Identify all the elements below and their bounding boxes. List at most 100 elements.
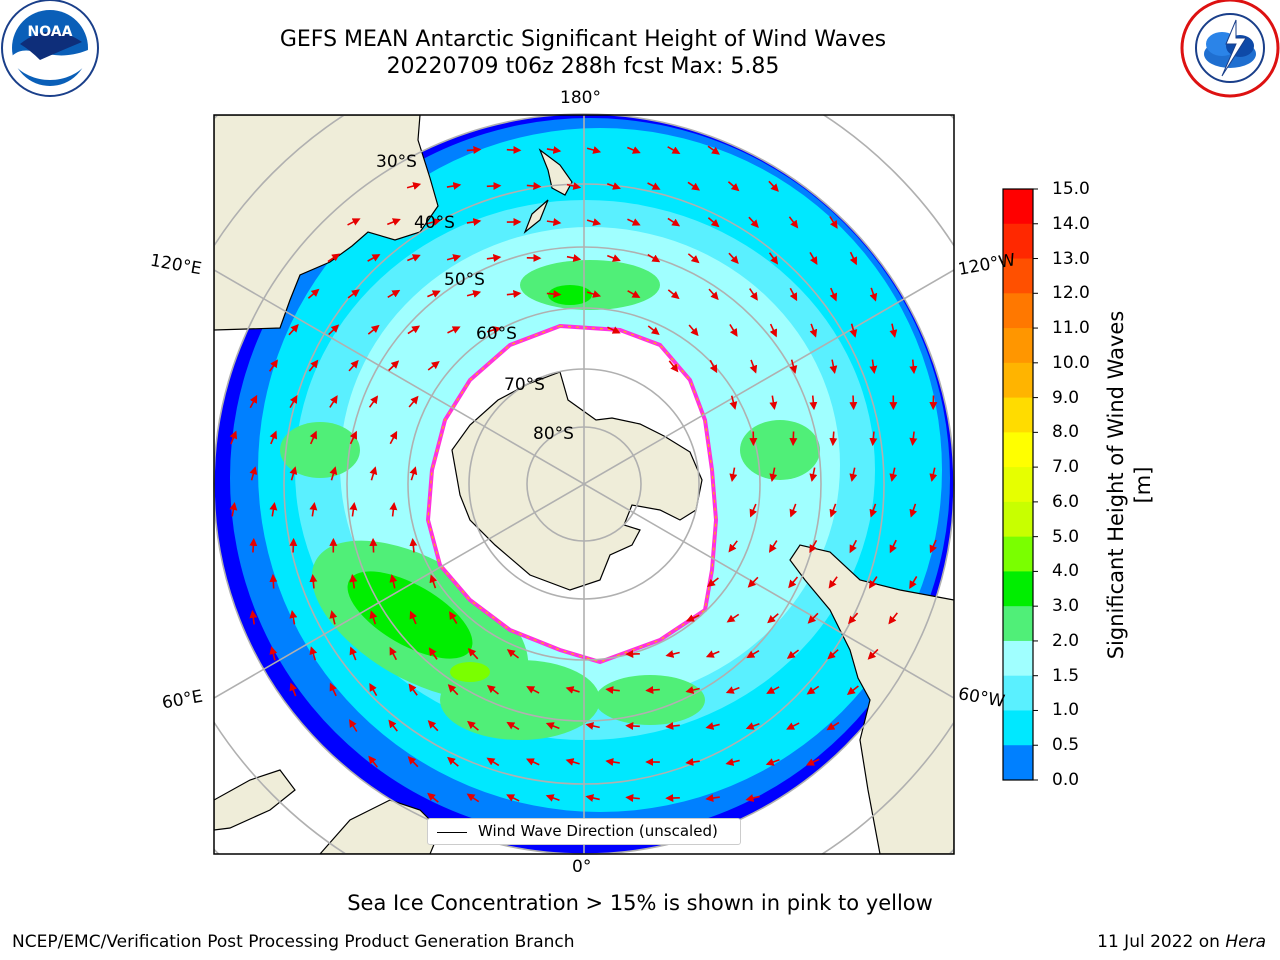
direction-arrow [546,218,562,226]
direction-arrow [347,289,360,299]
direction-arrow [768,252,779,265]
direction-arrow [367,324,380,335]
direction-arrow [349,501,358,517]
colorbar-band [1003,675,1033,711]
direction-arrow [369,610,378,625]
colorbar-tick-label: 11.0 [1052,318,1090,339]
direction-arrow [707,145,720,155]
colorbar-label: Significant Height of Wind Waves [m] [1104,310,1155,660]
lon-label-0: 0° [572,857,592,877]
direction-arrow [786,722,800,730]
lat-label-50s: 50°S [444,270,485,290]
direction-arrow [367,254,381,262]
direction-arrow [388,360,400,372]
direction-arrow [407,325,421,335]
colorbar-tick-label: 15.0 [1052,179,1090,199]
direction-arrow [506,290,522,298]
plot-title-line-2: 20220709 t06z 288h fcst Max: 5.85 [386,54,780,79]
direction-arrow [387,289,401,299]
direction-arrow [848,612,859,625]
sea-ice-note: Sea Ice Concentration > 15% is shown in … [347,891,933,915]
direction-arrow [288,324,299,336]
direction-arrow [645,686,660,694]
direction-arrow [486,757,500,767]
direction-arrow [768,180,779,192]
direction-arrow [348,359,359,372]
direction-arrow [289,394,298,409]
direction-arrow [427,792,439,803]
colorbar-band [1003,606,1033,642]
direction-arrow [705,722,720,730]
direction-arrow [668,360,679,373]
direction-arrow [685,758,700,766]
direction-arrow [869,287,878,302]
direction-arrow [667,146,681,154]
colorbar-tick-label: 7.0 [1052,457,1080,478]
direction-arrow [788,216,799,229]
direction-arrow [369,682,378,697]
colorbar-band [1003,640,1033,677]
direction-arrow [869,359,878,375]
direction-arrow [446,182,462,190]
direction-arrow [749,503,757,518]
direction-arrow [447,684,459,696]
direction-arrow [447,756,459,767]
direction-arrow [829,287,838,302]
direction-arrow [289,537,298,553]
colorbar-tick-label: 2.0 [1052,630,1080,651]
direction-arrow [545,794,560,802]
direction-arrow [826,721,840,731]
direction-arrow [709,359,718,374]
colorbar-frame [1002,188,1034,781]
direction-arrow [769,467,778,482]
direction-arrow [929,539,937,554]
direction-arrow [889,539,897,554]
direction-arrow [328,324,340,336]
direction-arrow [506,146,522,155]
direction-arrow [725,686,740,694]
colorbar-band [1003,328,1033,364]
direction-arrow [309,646,318,661]
direction-arrow [349,430,357,445]
direction-arrow [909,359,918,375]
direction-arrow [309,501,318,517]
direction-arrow [849,395,858,411]
direction-arrow [349,719,358,732]
direction-arrow [269,646,278,661]
direction-arrow [486,254,502,262]
direction-arrow [409,610,417,625]
direction-arrow [329,610,338,625]
direction-arrow [806,685,820,695]
direction-arrow [789,359,798,374]
direction-arrow [585,794,600,802]
direction-arrow [427,361,440,371]
colorbar-band [1003,571,1033,607]
colorbar-band [1003,293,1033,329]
nws-logo [1180,0,1280,98]
colorbar [1002,188,1038,781]
direction-arrow [786,649,800,659]
direction-arrow [688,324,699,337]
direction-arrow [809,539,818,554]
legend-label: Wind Wave Direction (unscaled) [478,822,718,840]
map-legend: Wind Wave Direction (unscaled) [427,818,741,845]
direction-arrow [466,146,482,154]
legend-line-swatch [437,832,467,833]
direction-arrow [827,649,839,660]
direction-arrow [846,685,859,696]
direction-arrow [849,539,858,554]
direction-arrow [685,614,700,622]
direction-arrow [729,467,738,482]
colorbar-band [1003,501,1033,538]
direction-arrow [386,218,401,226]
direction-arrow [389,501,398,517]
colorbar-tick-label: 4.0 [1052,561,1080,582]
direction-arrow [706,577,719,588]
direction-arrow [486,326,502,334]
direction-arrow [428,647,438,660]
colorbar-band [1003,536,1033,572]
direction-arrow [809,467,818,482]
direction-arrow [586,290,602,298]
direction-arrow [765,758,780,766]
